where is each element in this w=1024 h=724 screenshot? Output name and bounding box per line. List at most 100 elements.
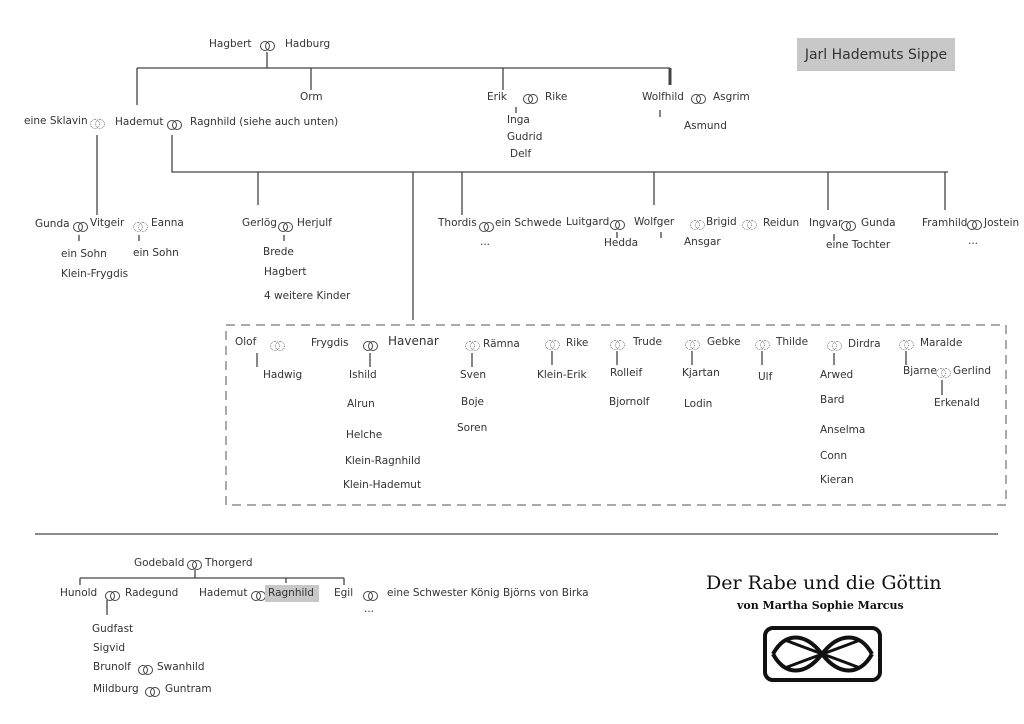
- person-egil: Egil: [334, 587, 354, 599]
- person-thilde: Thilde: [776, 336, 809, 348]
- person-eanna: Eanna: [151, 217, 184, 229]
- dotted-double-ring-icon: [465, 341, 480, 351]
- dotted-double-ring-icon: [827, 341, 842, 351]
- double-ring-icon: [523, 94, 538, 104]
- book-title: Der Rabe und die Göttin: [706, 572, 942, 594]
- double-ring-icon: [363, 591, 378, 601]
- double-ring-icon: [145, 687, 160, 697]
- person-gebke: Gebke: [707, 336, 741, 348]
- person-child: Anselma: [820, 424, 866, 436]
- person-asgrim: Asgrim: [713, 91, 750, 103]
- person-child: Kjartan: [682, 367, 720, 379]
- double-ring-icon: [73, 222, 88, 232]
- celtic-knot-icon: [763, 626, 882, 682]
- page-title: Jarl Hademuts Sippe: [797, 38, 955, 71]
- person-ragnhild: Ragnhild (siehe auch unten): [190, 116, 339, 128]
- double-ring-icon: [167, 120, 182, 130]
- person-klein-erik: Klein-Erik: [537, 369, 587, 381]
- ellipsis: ...: [364, 603, 375, 615]
- person-hadburg: Hadburg: [285, 38, 331, 50]
- person-ragnhild-highlighted: Ragnhild: [265, 585, 319, 602]
- dotted-double-ring-icon: [545, 340, 560, 350]
- double-ring-icon: [691, 94, 706, 104]
- person-hagbert: Hagbert: [209, 38, 252, 50]
- person-erik: Erik: [487, 91, 507, 103]
- person-gerlind: Gerlind: [953, 365, 992, 377]
- person-child: Sven: [460, 369, 486, 381]
- person-herjulf: Herjulf: [297, 217, 332, 229]
- dotted-double-ring-icon: [899, 340, 914, 350]
- person-godebald: Godebald: [134, 557, 185, 569]
- person-child: Boje: [461, 396, 485, 408]
- book-author: von Martha Sophie Marcus: [737, 599, 904, 612]
- dotted-double-ring-icon: [936, 368, 951, 378]
- person-asmund: Asmund: [684, 120, 727, 132]
- person-brunolf: Brunolf: [93, 661, 131, 673]
- person-orm: Orm: [300, 91, 323, 103]
- person-child: Arwed: [820, 369, 854, 381]
- double-ring-icon: [479, 222, 494, 232]
- double-ring-icon: [138, 665, 153, 675]
- dotted-double-ring-icon: [685, 340, 700, 350]
- person-child: Klein-Ragnhild: [345, 455, 421, 467]
- person-frygdis: Frygdis: [311, 337, 349, 349]
- dotted-double-ring-icon: [270, 341, 285, 351]
- double-ring-icon: [363, 341, 378, 351]
- person-thordis: Thordis: [438, 217, 477, 229]
- person-hagbert-jr: Hagbert: [264, 266, 307, 278]
- person-guntram: Guntram: [165, 683, 212, 695]
- person-child: Conn: [820, 450, 848, 462]
- person-olof: Olof: [235, 336, 257, 348]
- person-dirdra: Dirdra: [848, 338, 881, 350]
- double-ring-icon: [105, 591, 120, 601]
- dotted-double-ring-icon: [133, 222, 148, 232]
- ellipsis: ...: [968, 235, 979, 247]
- person-ansgar: Ansgar: [684, 236, 721, 248]
- person-klein-frygdis: Klein-Frygdis: [61, 268, 129, 280]
- person-trude: Trude: [633, 336, 662, 348]
- person-sohn: ein Sohn: [61, 248, 107, 260]
- person-ingvar: Ingvar: [809, 217, 843, 229]
- person-ramna: Rämna: [483, 338, 520, 350]
- descendants-box: [225, 324, 1007, 506]
- dotted-double-ring-icon: [90, 119, 105, 129]
- person-child: Klein-Hademut: [343, 479, 422, 491]
- person-child: Soren: [457, 422, 488, 434]
- person-child: Rolleif: [610, 367, 643, 379]
- person-ulf: Ulf: [758, 371, 773, 383]
- double-ring-icon: [251, 591, 266, 601]
- person-hademut: Hademut: [115, 116, 164, 128]
- person-child: Bard: [820, 394, 845, 406]
- person-child: Kieran: [820, 474, 854, 486]
- person-sohn: ein Sohn: [133, 247, 179, 259]
- double-ring-icon: [260, 41, 275, 51]
- dotted-double-ring-icon: [610, 340, 625, 350]
- more-children: 4 weitere Kinder: [264, 290, 351, 302]
- person-hedda: Hedda: [604, 237, 639, 249]
- person-hademut-2: Hademut: [199, 587, 248, 599]
- person-swanhild: Swanhild: [157, 661, 205, 673]
- person-mildburg: Mildburg: [93, 683, 139, 695]
- person-brigid: Brigid: [706, 216, 737, 228]
- double-ring-icon: [187, 560, 202, 570]
- person-child: Alrun: [347, 398, 375, 410]
- person-framhild: Framhild: [922, 217, 968, 229]
- person-gudrid: Gudrid: [507, 131, 543, 143]
- dotted-double-ring-icon: [690, 220, 705, 230]
- person-child: Helche: [346, 429, 383, 441]
- double-ring-icon: [610, 220, 625, 230]
- person-brede: Brede: [263, 246, 294, 258]
- person-inga: Inga: [507, 114, 530, 126]
- person-erkenald: Erkenald: [934, 397, 980, 409]
- person-tochter: eine Tochter: [826, 239, 891, 251]
- double-ring-icon: [278, 222, 293, 232]
- person-delf: Delf: [510, 148, 532, 160]
- person-radegund: Radegund: [125, 587, 179, 599]
- person-gerlog: Gerlög: [242, 217, 277, 229]
- person-sigvid: Sigvid: [93, 642, 126, 654]
- person-luitgard: Luitgard: [566, 216, 610, 228]
- double-ring-icon: [841, 221, 856, 231]
- double-ring-icon: [967, 220, 982, 230]
- ellipsis: ...: [480, 236, 491, 248]
